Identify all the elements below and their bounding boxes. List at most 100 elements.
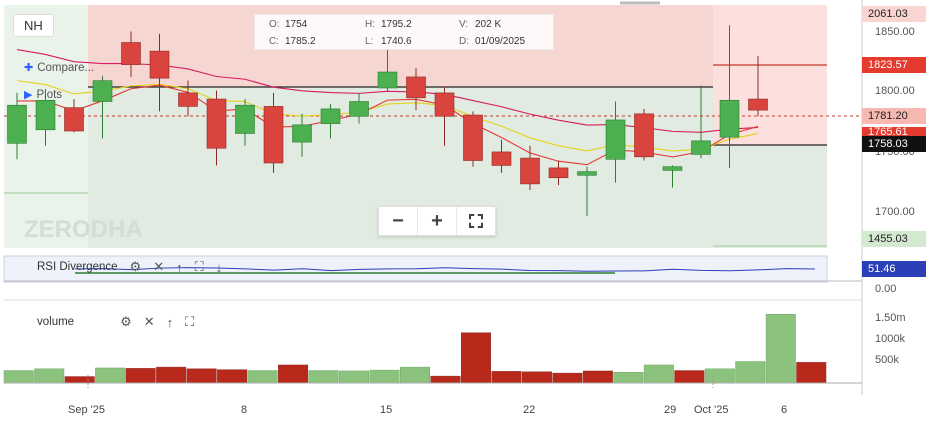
candle-body[interactable] (548, 167, 569, 179)
candle-body[interactable] (263, 106, 284, 164)
candle-body[interactable] (463, 114, 483, 161)
symbol-label[interactable]: NH (13, 14, 54, 37)
volume-bar (460, 332, 491, 384)
volume-bar (613, 372, 644, 384)
date-value: 01/09/2025 (475, 36, 526, 47)
candle-body[interactable] (64, 107, 84, 132)
candles[interactable] (7, 25, 768, 216)
volume-pane-label: volume (37, 316, 75, 328)
candle-body[interactable] (605, 119, 626, 160)
low-label: L: (365, 36, 374, 47)
tag-support: 1758.03 (862, 136, 926, 152)
ohlc-tooltip: O: 1754 H: 1795.2 V: 202 K C: 1785.2 L: … (254, 14, 554, 50)
volume-bar (400, 366, 430, 384)
arrow-up-icon[interactable]: ↑ (166, 314, 174, 330)
volume-bar (247, 370, 278, 384)
candle-body[interactable] (634, 113, 654, 158)
vol-axis-3: 500k (875, 354, 899, 366)
close-value: 1785.2 (285, 36, 316, 47)
candle-body[interactable] (691, 140, 711, 155)
candle-body[interactable] (434, 92, 455, 117)
plots-label: Plots (36, 89, 63, 101)
date-22: 22 (523, 404, 536, 416)
volume-bar (582, 370, 613, 384)
candle-body[interactable] (235, 104, 255, 134)
candle-body[interactable] (406, 76, 426, 99)
volume-value: 202 K (475, 19, 502, 30)
tag-last: 1781.20 (862, 108, 926, 124)
volume-bar (278, 364, 309, 384)
candle-body[interactable] (520, 157, 540, 185)
plots-button[interactable]: ▶ Plots (24, 88, 62, 101)
rsi-axis-zero: 0.00 (875, 283, 897, 295)
candle-body[interactable] (491, 151, 512, 166)
tag-resistance: 1823.57 (862, 57, 926, 73)
candle-body[interactable] (35, 99, 56, 131)
zoom-in-button[interactable]: + (418, 207, 457, 235)
tag-high-52: 2061.03 (862, 6, 926, 22)
candle-body[interactable] (178, 92, 198, 107)
candle-body[interactable] (719, 99, 740, 138)
volume-bar (95, 367, 126, 384)
candle-body[interactable] (662, 166, 683, 171)
compare-label: Compare... (37, 62, 95, 74)
bg-right-green (713, 145, 827, 248)
candle-body[interactable] (92, 80, 113, 102)
maximize-icon[interactable]: ⛶ (194, 259, 204, 274)
candle-body[interactable] (7, 104, 27, 144)
candle-body[interactable] (292, 124, 312, 143)
candle-body[interactable] (349, 101, 369, 117)
rsi-line (74, 267, 816, 272)
play-icon: ▶ (24, 89, 33, 101)
volume-bar (369, 369, 400, 384)
date-15: 15 (380, 404, 393, 416)
volume-bar (3, 370, 34, 384)
candle-body[interactable] (206, 98, 227, 149)
open-label: O: (269, 19, 280, 30)
tag-low-52: 1455.03 (862, 231, 926, 247)
volume-bar (704, 368, 735, 384)
rsi-label: RSI Divergence (37, 261, 118, 273)
candle-body[interactable] (121, 42, 141, 65)
close-label: C: (269, 36, 279, 47)
volume-bar (34, 368, 65, 384)
arrow-up-icon[interactable]: ↑ (176, 259, 183, 275)
candle-body[interactable] (577, 171, 597, 176)
tag-rsi: 51.46 (862, 261, 926, 277)
candle-body[interactable] (149, 50, 170, 79)
plus-icon: ✚ (24, 62, 34, 74)
candle-body[interactable] (748, 98, 768, 111)
close-icon[interactable]: ✕ (143, 314, 155, 329)
vol-axis-2: 1000k (875, 333, 905, 345)
maximize-icon[interactable]: ⛶ (185, 314, 195, 329)
close-icon[interactable]: ✕ (153, 259, 165, 274)
volume-bars (3, 314, 827, 384)
fit-screen-button[interactable] (457, 207, 495, 235)
gear-icon[interactable]: ⚙ (120, 314, 132, 329)
watermark: ZERODHA (24, 216, 143, 243)
date-label: D: (459, 36, 469, 47)
rsi-indicator-header: RSI Divergence ⚙ ✕ ↑ ⛶ ↓ (37, 259, 222, 275)
volume-bar (125, 368, 156, 384)
axis-1850: 1850.00 (875, 26, 915, 38)
candle-body[interactable] (320, 108, 341, 124)
arrow-down-icon[interactable]: ↓ (215, 259, 223, 275)
gear-icon[interactable]: ⚙ (129, 259, 142, 274)
volume-bar (64, 376, 95, 384)
volume-bar (308, 370, 339, 384)
zoom-out-button[interactable]: − (379, 207, 418, 235)
date-29: 29 (664, 404, 677, 416)
volume-bar (765, 314, 796, 384)
compare-button[interactable]: ✚ Compare... (24, 61, 94, 74)
volume-indicator-header: volume ⚙ ✕ ↑ ⛶ (37, 314, 194, 330)
tag-ma: 1765.61 (862, 127, 926, 137)
volume-bar (674, 370, 705, 384)
volume-bar (552, 372, 583, 384)
high-label: H: (365, 19, 375, 30)
candle-body[interactable] (377, 71, 398, 89)
date-oct: Oct '25 (694, 404, 729, 416)
volume-bar (186, 368, 217, 384)
volume-bar (521, 371, 552, 384)
fit-icon (469, 214, 483, 228)
